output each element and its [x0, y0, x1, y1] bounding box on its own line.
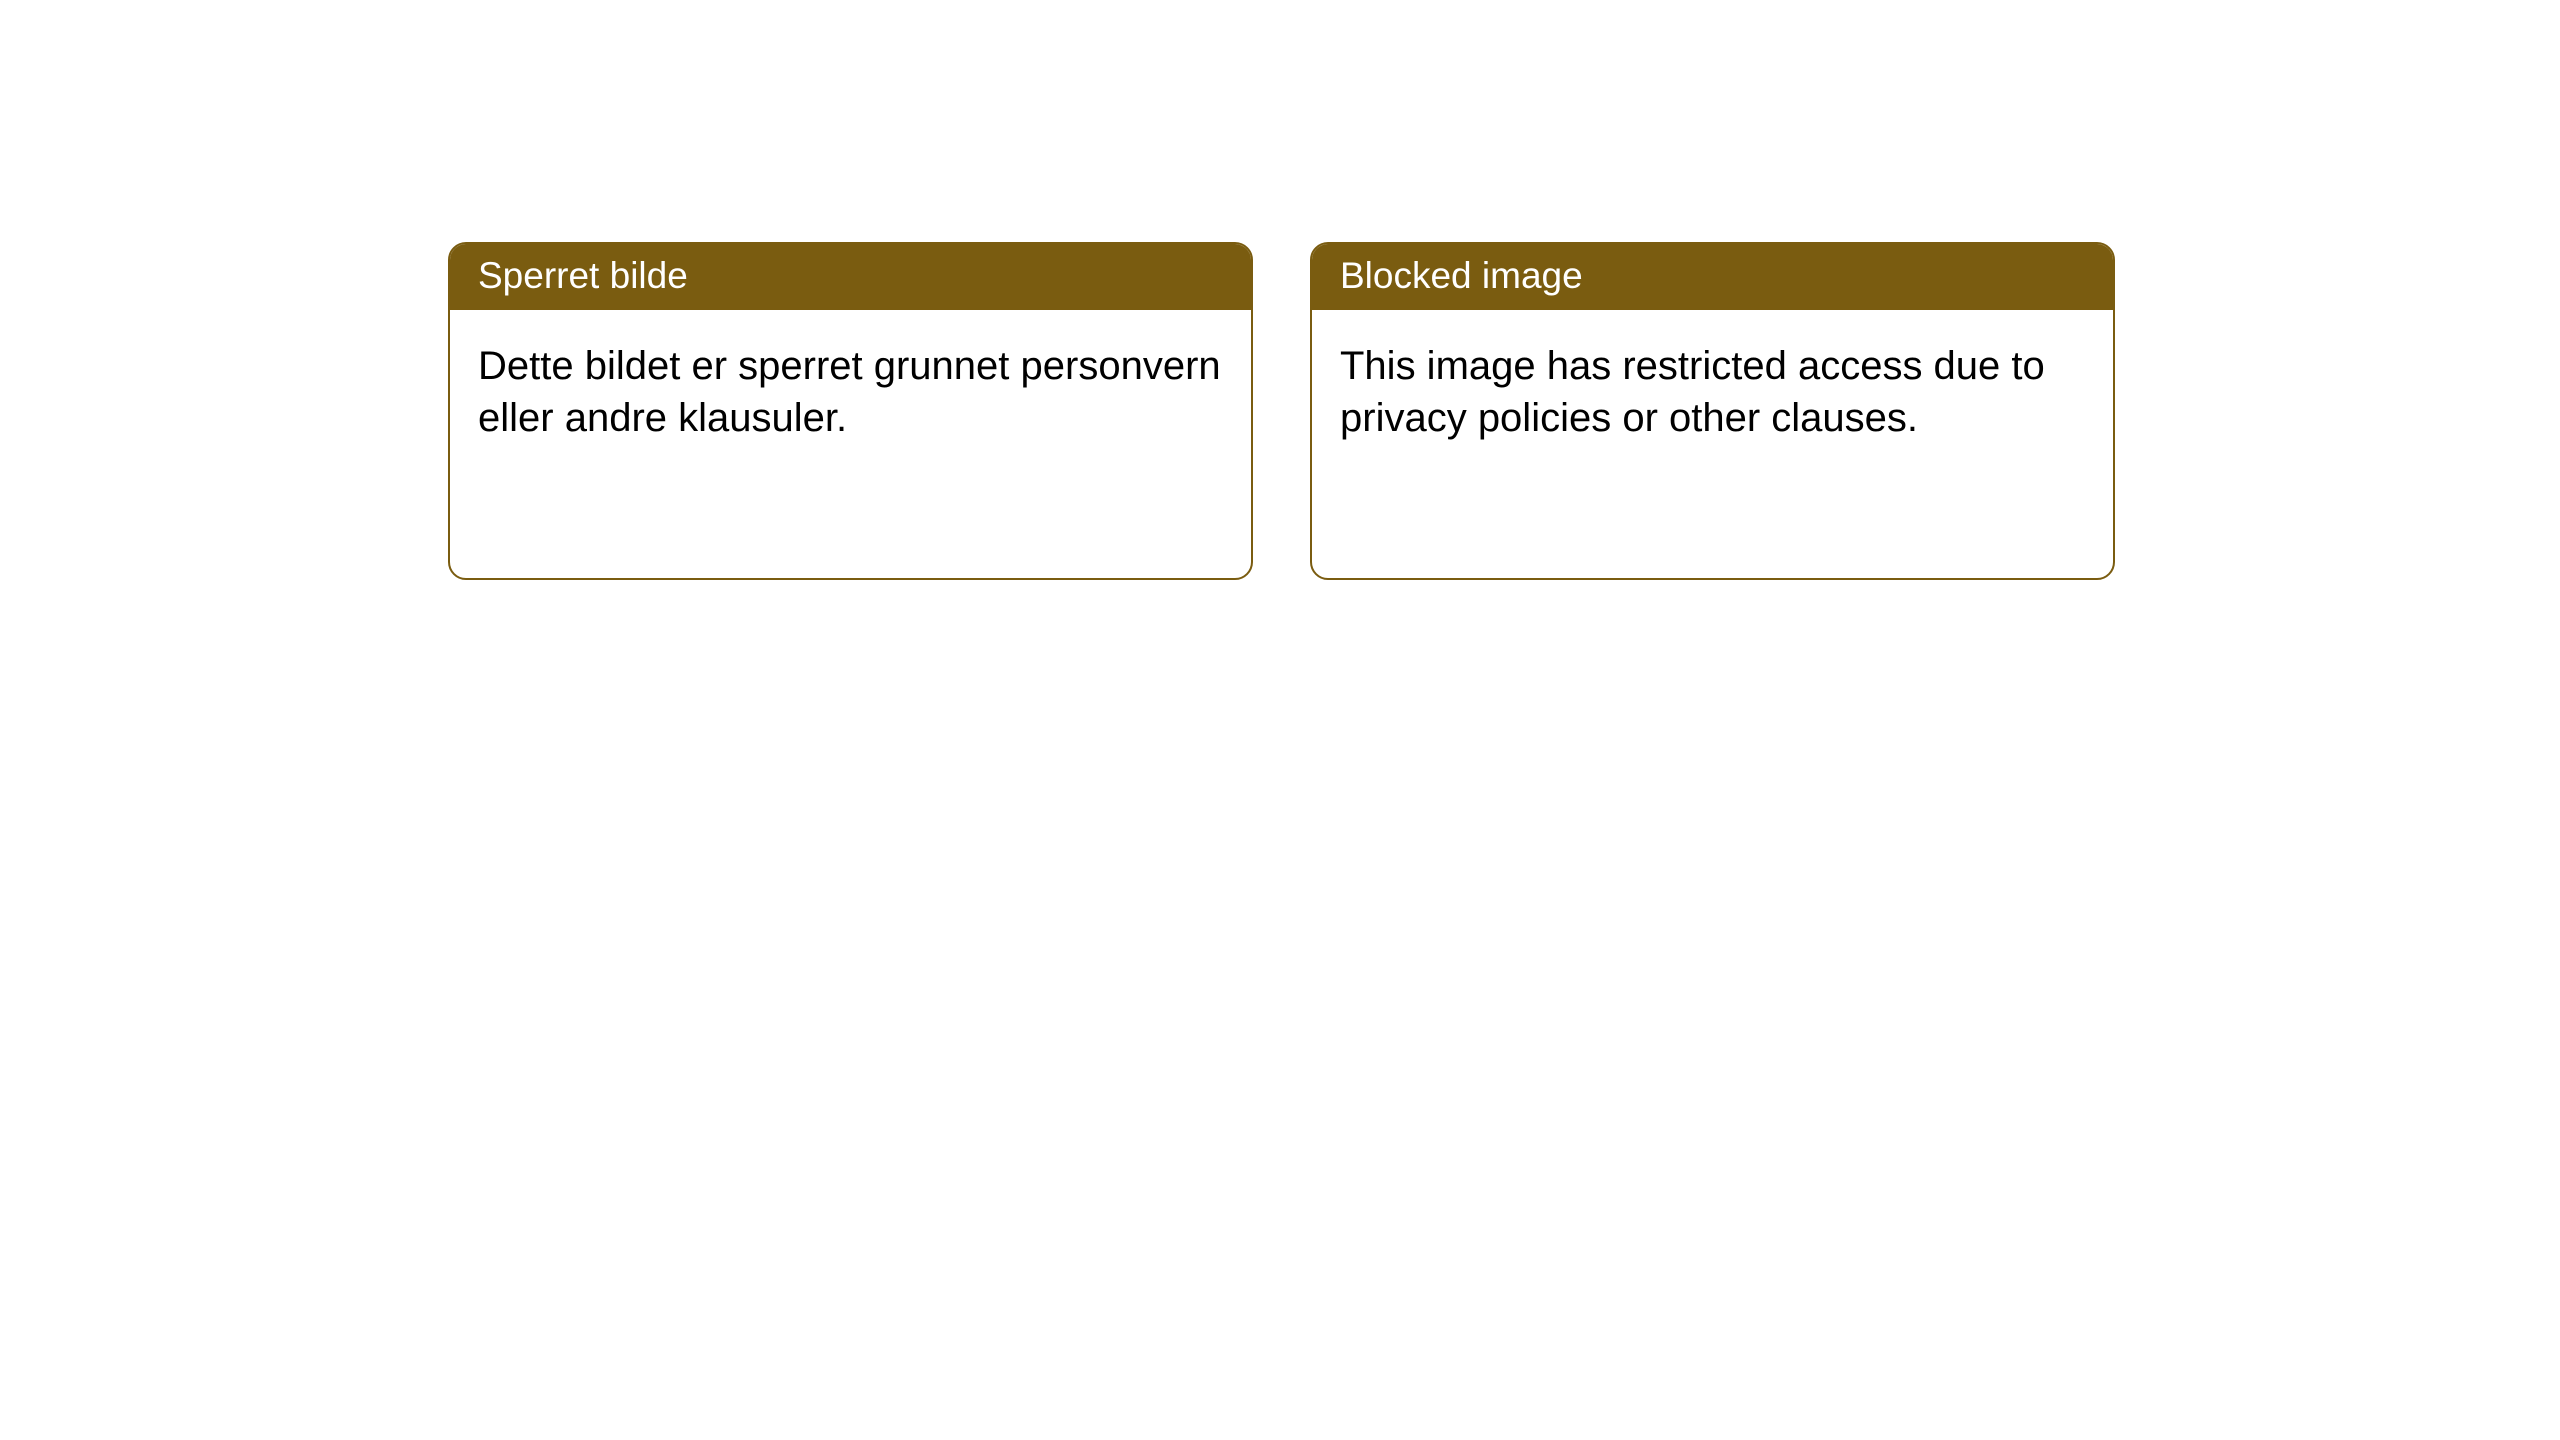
notice-header: Sperret bilde — [450, 244, 1251, 310]
notice-card-norwegian: Sperret bilde Dette bildet er sperret gr… — [448, 242, 1253, 580]
notice-card-english: Blocked image This image has restricted … — [1310, 242, 2115, 580]
notice-container: Sperret bilde Dette bildet er sperret gr… — [448, 242, 2115, 580]
notice-body: This image has restricted access due to … — [1312, 310, 2113, 474]
notice-text: This image has restricted access due to … — [1340, 344, 2045, 440]
notice-title: Blocked image — [1340, 255, 1583, 296]
notice-body: Dette bildet er sperret grunnet personve… — [450, 310, 1251, 474]
notice-text: Dette bildet er sperret grunnet personve… — [478, 344, 1221, 440]
notice-header: Blocked image — [1312, 244, 2113, 310]
notice-title: Sperret bilde — [478, 255, 688, 296]
